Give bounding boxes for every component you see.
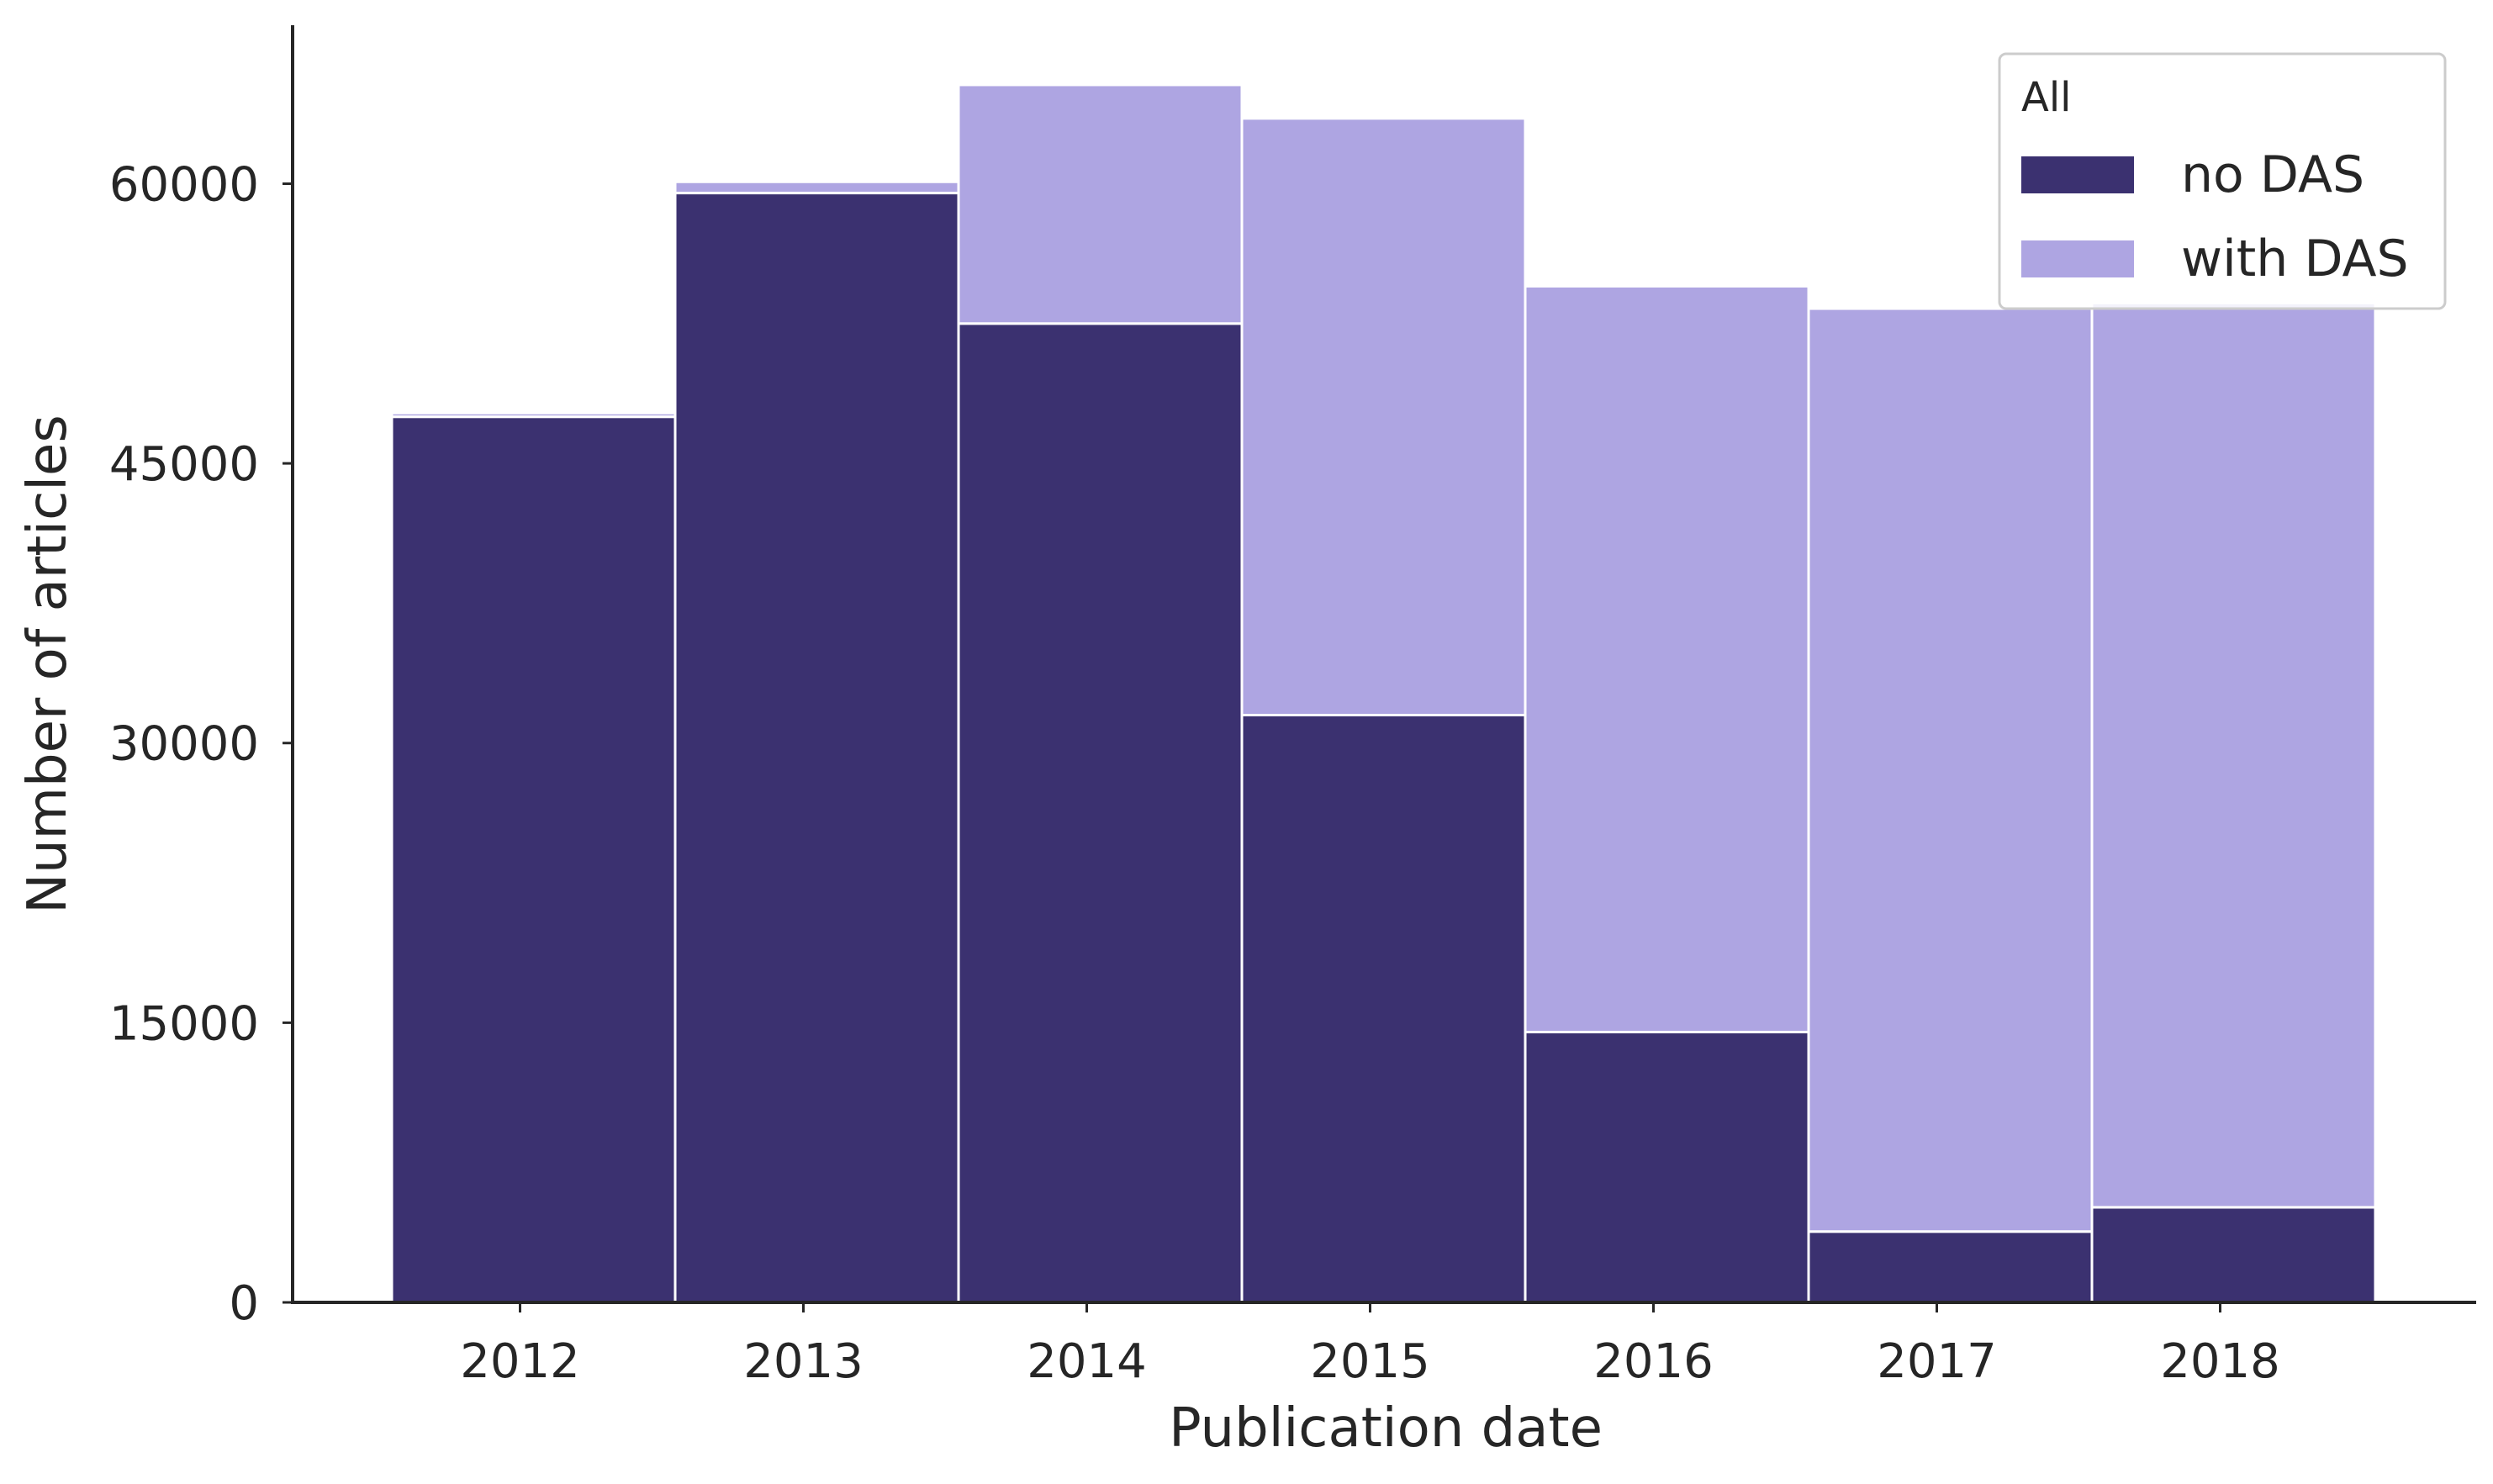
y-tick-label: 60000	[109, 157, 259, 212]
legend-title: All	[2021, 74, 2072, 121]
x-tick-label: 2018	[2160, 1334, 2280, 1389]
y-tick-label: 15000	[109, 996, 259, 1051]
y-tick-label: 45000	[109, 437, 259, 492]
bar-2016-series-2	[1524, 284, 1810, 1033]
legend-entries: no DAS with DAS	[2021, 145, 2409, 288]
bar-2015-series-1	[1240, 713, 1527, 1304]
bar-2012-series-2	[390, 411, 677, 419]
legend-label: with DAS	[2181, 230, 2409, 288]
x-tick-label: 2014	[1027, 1334, 1147, 1389]
bar-2016-series-1	[1524, 1030, 1810, 1304]
bar-2015-series-2	[1240, 117, 1527, 716]
legend-label: no DAS	[2181, 145, 2364, 204]
x-axis-title: Publication date	[1169, 1397, 1603, 1460]
bar-2013-series-2	[673, 180, 960, 195]
x-tick-label: 2016	[1593, 1334, 1714, 1389]
legend-swatch	[2021, 240, 2134, 277]
bar-2017-series-1	[1807, 1230, 2094, 1304]
x-ticks: 2012 2013 2014 2015 2016 2017 2018	[460, 1302, 2280, 1389]
bar-2017-series-2	[1807, 307, 2094, 1233]
axes	[291, 25, 2476, 1304]
bar-2014-series-1	[957, 322, 1244, 1304]
bar-2018-series-1	[2090, 1206, 2377, 1304]
y-axis-title: Number of articles	[17, 415, 79, 914]
legend: All no DAS with DAS	[1998, 52, 2447, 310]
y-ticks: 0 15000 30000 45000 60000	[109, 157, 293, 1331]
legend-swatch	[2021, 156, 2134, 193]
bar-2014-series-2	[957, 83, 1244, 325]
bar-2018-series-2	[2090, 301, 2377, 1209]
y-tick-label: 30000	[109, 717, 259, 772]
bar-2012-series-1	[390, 415, 677, 1304]
x-tick-label: 2017	[1877, 1334, 1997, 1389]
y-tick-label: 0	[229, 1276, 259, 1331]
x-tick-label: 2015	[1310, 1334, 1430, 1389]
bars	[390, 83, 2377, 1304]
x-tick-label: 2012	[460, 1334, 580, 1389]
bar-2013-series-1	[673, 192, 960, 1304]
x-tick-label: 2013	[743, 1334, 864, 1389]
